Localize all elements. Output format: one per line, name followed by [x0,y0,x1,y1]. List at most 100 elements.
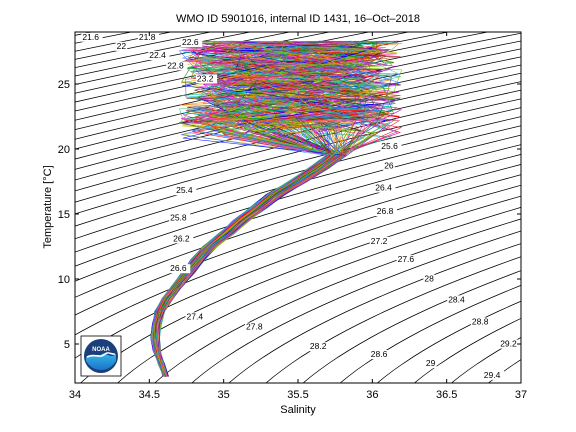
density-contour [450,337,521,383]
density-contour [413,317,521,383]
contour-label: 28.2 [310,341,327,351]
contour-label: 21.8 [139,32,156,42]
plot-area [75,32,521,383]
density-contour [75,64,521,170]
contour-label: 27.6 [398,254,415,264]
y-tick-label: 10 [58,274,70,286]
x-tick-label: 35.5 [287,389,308,401]
contour-label: 22.8 [167,60,184,70]
contour-label-bg [423,274,435,284]
noaa-logo-text: NOAA [92,347,110,353]
contour-labels: 21.6 21.8 22 22.4 22.6 22.8 23.2 25.4 25.6 25.8 26… [81,32,521,380]
contour-label: 27.8 [246,322,263,332]
noaa-logo: NOAA [80,335,122,377]
contour-label-bg [396,255,418,265]
contour-label-bg [148,51,170,60]
contour-label: 25.6 [381,141,398,151]
profile-line [151,41,400,377]
contour-label: 26.2 [173,233,190,243]
density-contour [75,48,521,150]
contour-label-bg [369,350,391,359]
contour-label: 26.4 [375,183,392,193]
contour-label-bg [369,236,391,246]
density-contour [75,134,521,267]
contour-label-bg [137,32,160,42]
contour-label-bg [115,41,128,51]
contour-label: 28.4 [448,294,465,304]
contour-label: 26 [384,161,394,171]
contour-label: 21.6 [82,32,99,42]
contour-label: 25.8 [170,213,187,223]
density-contour [75,174,521,336]
contour-label: 27.4 [187,311,204,321]
contour-label-bg [499,339,521,349]
density-contour [228,243,521,383]
contour-label: 25.4 [176,185,193,195]
contour-label-bg [470,317,493,327]
contour-label: 22.4 [149,50,166,60]
contour-label-bg [482,370,504,380]
contour-label-bg [172,234,194,244]
contour-label-bg [380,142,402,151]
x-tick-label: 34 [69,389,81,401]
contour-label-bg [375,207,397,216]
x-tick-label: 34.5 [139,389,160,401]
density-contour [75,40,521,140]
profile-line [158,40,382,377]
contour-label-bg [181,38,203,47]
contour-label-bg [166,61,188,71]
density-contour [535,214,576,409]
density-contour [75,116,521,240]
y-axis-label: Temperature [°C] [42,165,54,248]
x-axis: 34 34.5 35 35.5 36 36.5 37 [69,32,527,401]
density-contour [572,227,576,409]
contour-label: 26.8 [377,206,394,216]
contour-label-bg [169,264,191,274]
contour-label-bg [424,359,437,369]
contour-label-bg [175,186,197,196]
contour-label: 23.2 [197,73,214,83]
contour-label: 29.4 [484,370,501,380]
contour-label-bg [245,322,267,332]
density-contour [75,32,253,69]
y-tick-label: 25 [58,79,70,91]
density-contour [75,32,213,60]
x-tick-label: 37 [515,389,527,401]
density-contour [117,206,521,383]
contour-label-bg [185,312,207,322]
profile-line [152,40,380,377]
profile-line [158,42,375,377]
profile-line [154,40,367,377]
chart-title: WMO ID 5901016, internal ID 1431, 16–Oct… [176,13,420,25]
density-contour [75,164,521,316]
contour-label: 22.6 [182,37,199,47]
density-contour [302,270,521,383]
density-contour [75,154,521,298]
contour-label-bg [447,295,469,305]
density-contour [75,107,521,227]
x-axis-label: Salinity [280,404,316,416]
contour-label-bg [374,183,396,193]
density-contour [75,32,134,44]
density-contour [191,230,521,383]
y-tick-label: 15 [58,209,70,221]
density-contour [75,32,521,130]
contour-label-bg [383,161,395,171]
contour-label: 29 [426,358,436,368]
contour-label: 28 [424,274,434,284]
contour-label-bg [81,32,103,42]
profile-line [157,40,374,377]
noaa-logo-wing [86,352,116,358]
contour-label-bg [169,213,191,223]
density-contour [339,284,521,383]
y-tick-label: 20 [58,144,70,156]
profile-line [155,43,401,377]
density-contour [75,98,521,215]
x-tick-label: 35 [218,389,230,401]
density-contour [376,300,521,383]
density-contour [75,56,521,160]
contour-label: 22 [117,41,127,51]
profiles [150,40,403,377]
contour-label-bg [308,342,331,352]
